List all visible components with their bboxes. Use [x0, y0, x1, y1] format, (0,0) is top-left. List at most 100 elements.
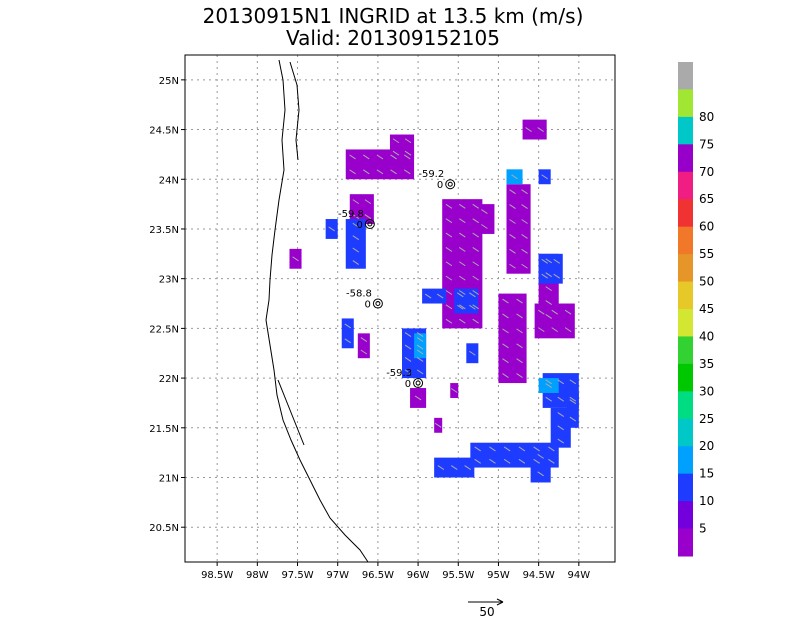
wind-vector: [445, 232, 453, 238]
wind-vector: [457, 304, 464, 310]
wind-vector: [352, 247, 360, 253]
wind-vector: [474, 458, 481, 464]
wind-vector: [521, 248, 528, 254]
wind-vectors: [292, 127, 577, 477]
reference-vector-head: [496, 598, 504, 606]
colorbar-segment: [678, 336, 693, 365]
wind-speed-cell: [389, 134, 415, 160]
colorbar-label: 20: [699, 439, 714, 453]
wind-vector: [349, 169, 356, 175]
x-tick-label: 94.5W: [523, 570, 555, 581]
colorbar-segment: [678, 116, 693, 145]
wind-vector: [545, 286, 552, 292]
wind-vector: [437, 465, 445, 470]
wind-vector: [481, 209, 488, 214]
wind-vector: [472, 203, 479, 209]
wind-vector: [445, 246, 453, 252]
x-tick-label: 98.5W: [201, 570, 233, 581]
wind-vector: [548, 458, 555, 464]
wind-vector: [545, 314, 552, 319]
wind-speed-cell: [357, 333, 370, 359]
center-pressure-label: -59.3: [386, 368, 412, 379]
wind-vector: [557, 396, 565, 402]
wind-vector: [472, 246, 479, 252]
colorbar-segment: [678, 309, 693, 337]
wind-vector: [533, 458, 540, 464]
y-tick-label: 22N: [159, 374, 179, 385]
colorbar-segment: [678, 391, 693, 420]
center-zero-label: 0: [405, 379, 411, 390]
wind-vector: [472, 218, 479, 224]
center-zero-label: 0: [365, 300, 371, 311]
wind-vector: [404, 357, 412, 362]
wind-speed-cell: [538, 253, 563, 284]
wind-vector: [459, 261, 466, 267]
wind-vector: [503, 446, 511, 452]
wind-vector: [474, 446, 481, 452]
wind-vector: [403, 169, 411, 175]
colorbar-segment: [678, 473, 693, 502]
wind-vector: [445, 290, 453, 295]
wind-vector: [472, 318, 479, 324]
y-tick-label: 25N: [159, 76, 179, 87]
wind-vector: [404, 344, 412, 350]
wind-vector: [525, 127, 532, 132]
wind-vector: [459, 246, 466, 252]
wind-vector: [564, 309, 572, 315]
y-tick-label: 24.5N: [149, 126, 179, 137]
colorbar-segment: [678, 363, 693, 392]
wind-vector: [538, 327, 545, 333]
wind-vector: [436, 293, 444, 299]
wind-vector: [502, 343, 509, 349]
wind-vector: [502, 328, 509, 334]
wind-speed-cell: [522, 119, 547, 140]
wind-vector: [392, 138, 400, 144]
reference-vector-label: 50: [479, 605, 494, 618]
wind-vector: [537, 127, 544, 132]
colorbar-segment: [678, 226, 693, 255]
colorbar-label: 55: [699, 247, 714, 261]
wind-vector: [459, 232, 466, 238]
wind-vector: [502, 358, 509, 364]
wind-vector: [545, 396, 552, 402]
wind-vector: [557, 379, 565, 385]
wind-vector: [545, 258, 552, 264]
wind-speed-cell: [498, 293, 527, 384]
wind-vector: [569, 416, 577, 422]
colorbar-segment: [678, 254, 693, 283]
colorbar-label: 25: [699, 412, 714, 426]
wind-vector: [489, 458, 496, 464]
colorbar-segment: [678, 418, 693, 447]
colorbar-label: 80: [699, 110, 714, 124]
wind-vector: [509, 234, 516, 239]
wind-vector: [362, 154, 370, 160]
wind-vector: [416, 337, 424, 342]
wind-vector: [459, 275, 466, 281]
x-axis-ticks: 98.5W 98W 97.5W 97W 96.5W 96W 95.5W 95W 94.5W 94W: [201, 562, 590, 581]
y-tick-label: 22.5N: [149, 324, 179, 335]
wind-vector: [404, 138, 412, 144]
wind-vector: [502, 313, 509, 319]
wind-vector: [553, 273, 561, 279]
colorbar-segment: [678, 199, 693, 228]
wind-vector: [416, 357, 424, 362]
wind-vector: [545, 379, 552, 385]
colorbar-label: 60: [699, 220, 714, 234]
colorbar-segment: [678, 501, 693, 530]
wind-vector: [521, 189, 528, 195]
wind-speed-cell: [454, 288, 479, 314]
storm-center-markers: -59.80-59.20-58.80-59.30: [338, 169, 456, 390]
chart-title: 20130915N1 INGRID at 13.5 km (m/s): [203, 4, 584, 28]
wind-vector: [352, 235, 360, 241]
wind-vector: [557, 425, 565, 431]
wind-vector: [445, 218, 453, 224]
wind-vector: [472, 290, 479, 295]
wind-vector: [509, 204, 516, 210]
wind-vector: [404, 369, 412, 375]
wind-vector: [509, 189, 516, 195]
wind-vector: [545, 383, 552, 388]
wind-vector: [469, 304, 476, 310]
wind-vector: [516, 358, 523, 364]
wind-vector: [445, 318, 453, 324]
